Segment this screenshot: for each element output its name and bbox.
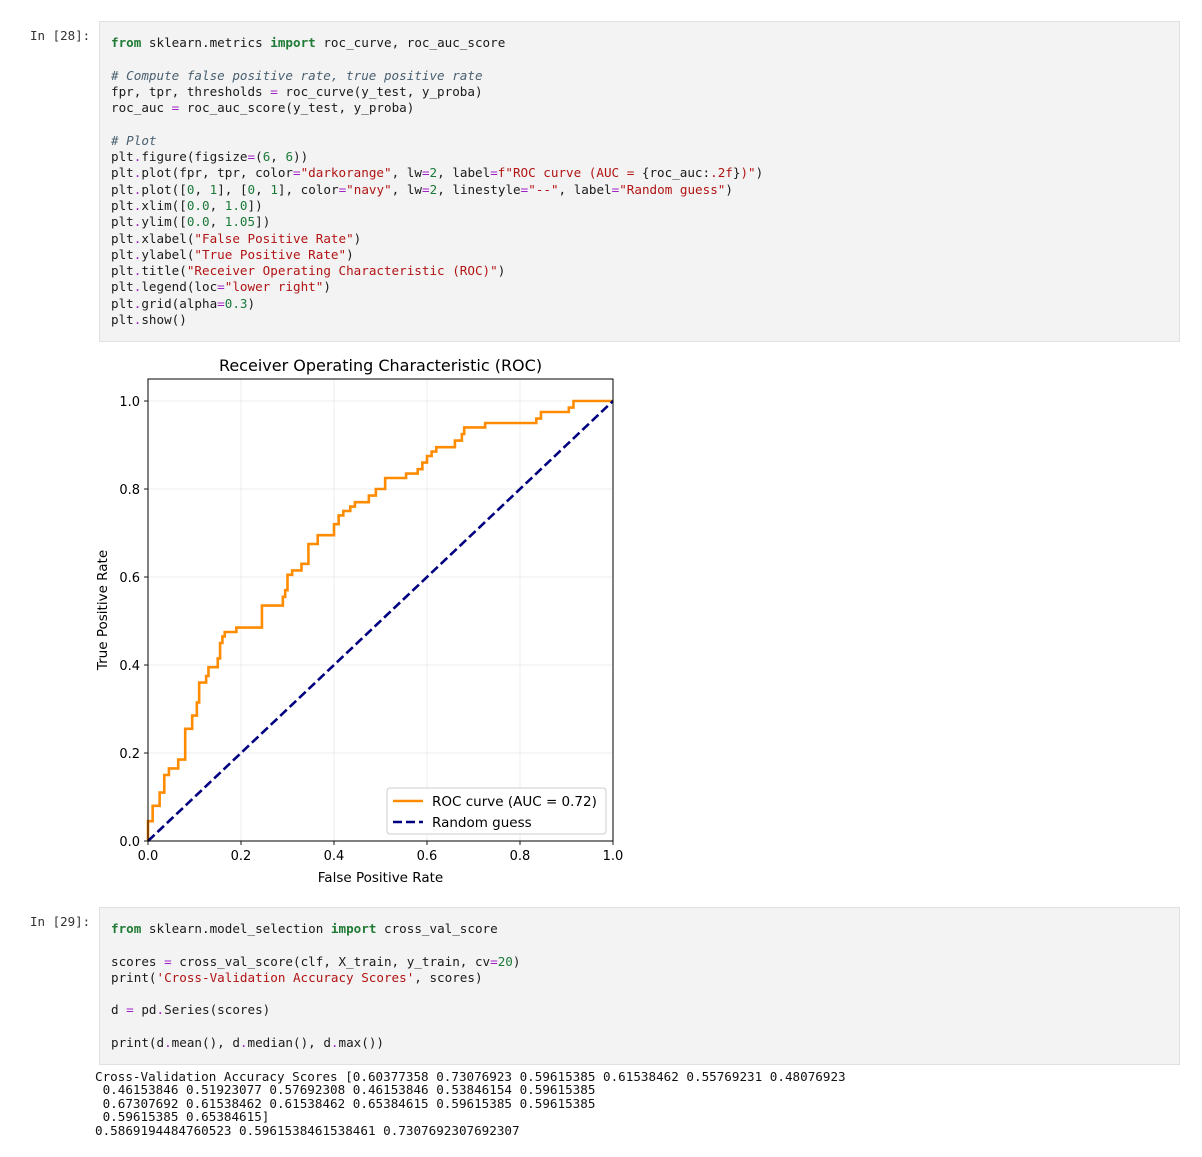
- code-line: plt.figure(figsize=(6, 6)): [111, 149, 309, 165]
- y-tick-label: 0.0: [119, 835, 140, 850]
- x-tick-label: 0.2: [231, 849, 252, 864]
- code-line: from sklearn.metrics import roc_curve, r…: [111, 35, 506, 50]
- legend-label-roc: ROC curve (AUC = 0.72): [432, 794, 597, 810]
- code-line: plt.plot(fpr, tpr, color="darkorange", l…: [111, 165, 764, 181]
- code-line: plt.grid(alpha=0.3): [111, 295, 256, 311]
- cell-prompt: In [29]:: [30, 914, 91, 929]
- y-tick-label: 0.6: [119, 571, 140, 586]
- x-axis-label: False Positive Rate: [318, 870, 443, 885]
- legend-label-random: Random guess: [432, 815, 532, 831]
- code-line: print('Cross-Validation Accuracy Scores'…: [111, 969, 483, 985]
- code-editor[interactable]: from sklearn.model_selection import cros…: [111, 921, 520, 1051]
- code-line: print(d.mean(), d.median(), d.max()): [111, 1035, 385, 1051]
- code-line: plt.plot([0, 1], [0, 1], color="navy", l…: [111, 181, 733, 197]
- x-tick-label: 1.0: [603, 849, 624, 864]
- chart-title: Receiver Operating Characteristic (ROC): [219, 356, 542, 375]
- cell-output: Cross-Validation Accuracy Scores [0.6037…: [95, 1069, 846, 1138]
- roc-curve-line: [146, 399, 613, 841]
- y-tick-label: 0.2: [119, 747, 140, 762]
- random-guess-line: [147, 400, 614, 842]
- code-editor[interactable]: from sklearn.metrics import roc_curve, r…: [111, 35, 763, 328]
- code-line: plt.xlabel("False Positive Rate"): [111, 230, 362, 246]
- y-tick-label: 0.8: [119, 483, 140, 498]
- cell-prompt: In [28]:: [30, 28, 91, 43]
- plot-frame: [147, 378, 614, 842]
- code-line: # Compute false positive rate, true posi…: [111, 67, 483, 83]
- plot-area: [148, 379, 613, 841]
- code-line: from sklearn.model_selection import cros…: [111, 921, 498, 936]
- code-line: plt.xlim([0.0, 1.0]): [111, 197, 263, 213]
- x-tick-label: 0.8: [510, 849, 531, 864]
- code-line: scores = cross_val_score(clf, X_train, y…: [111, 953, 521, 969]
- code-line: d = pd.Series(scores): [111, 1002, 271, 1018]
- code-input-area[interactable]: from sklearn.metrics import roc_curve, r…: [99, 21, 1180, 342]
- code-line: plt.ylabel("True Positive Rate"): [111, 246, 354, 262]
- y-tick-label: 1.0: [119, 395, 140, 410]
- code-line: roc_auc = roc_auc_score(y_test, y_proba): [111, 100, 415, 116]
- roc-chart: 0.0 0.2 0.4 0.6 0.8 1.0 0.0 0.2 0.4 0.6 0.8 1.0 Rece…: [95, 356, 624, 885]
- code-line: plt.ylim([0.0, 1.05]): [111, 214, 271, 230]
- code-line: fpr, tpr, thresholds = roc_curve(y_test,…: [111, 83, 483, 99]
- x-tick-label: 0.0: [138, 849, 159, 864]
- y-tick-label: 0.4: [119, 659, 140, 674]
- code-line: plt.legend(loc="lower right"): [111, 279, 331, 295]
- x-tick-label: 0.6: [417, 849, 438, 864]
- legend-box: [386, 787, 607, 835]
- code-input-area[interactable]: from sklearn.model_selection import cros…: [99, 907, 1180, 1065]
- code-line: # Plot: [111, 132, 157, 148]
- x-tick-label: 0.4: [324, 849, 345, 864]
- y-axis-label: True Positive Rate: [95, 550, 111, 671]
- code-line: plt.show(): [111, 312, 187, 328]
- code-line: plt.title("Receiver Operating Characteri…: [111, 263, 506, 279]
